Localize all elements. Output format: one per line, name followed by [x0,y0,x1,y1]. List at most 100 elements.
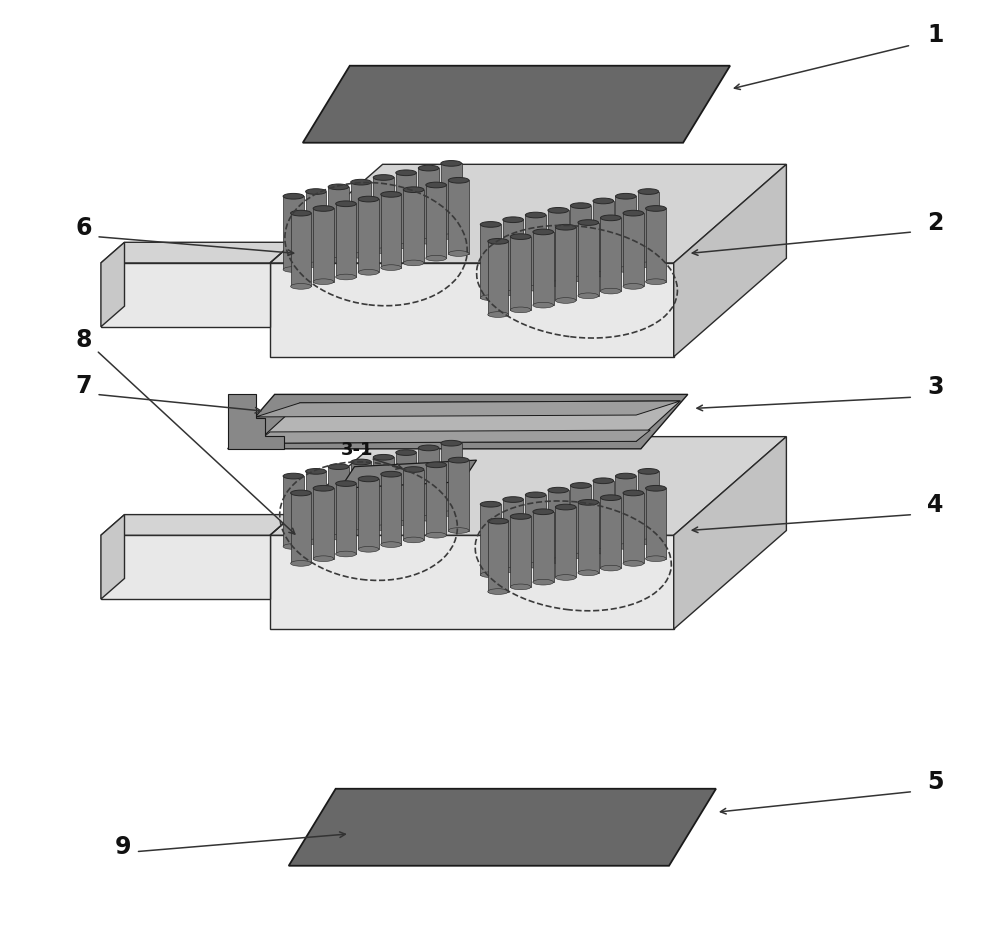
Ellipse shape [306,262,326,268]
Ellipse shape [578,500,599,505]
Ellipse shape [548,558,569,563]
Ellipse shape [525,212,546,218]
Ellipse shape [441,511,462,516]
Ellipse shape [448,457,469,463]
Ellipse shape [638,262,659,268]
Polygon shape [101,242,125,327]
Ellipse shape [306,189,326,194]
Polygon shape [256,401,680,443]
Polygon shape [228,394,688,449]
Polygon shape [283,476,304,546]
Ellipse shape [593,198,614,204]
Ellipse shape [555,224,576,230]
Polygon shape [270,242,294,263]
Ellipse shape [313,206,334,211]
Polygon shape [480,504,501,575]
Ellipse shape [358,269,379,275]
Ellipse shape [646,279,666,285]
Polygon shape [441,443,462,514]
Polygon shape [623,213,644,286]
Ellipse shape [328,184,349,190]
Ellipse shape [336,201,356,207]
Ellipse shape [623,490,644,496]
Polygon shape [426,465,446,535]
Ellipse shape [426,462,446,468]
Polygon shape [403,190,424,263]
Ellipse shape [381,192,401,197]
Polygon shape [289,789,716,866]
Ellipse shape [283,473,304,479]
Text: 5: 5 [927,770,944,793]
Ellipse shape [615,267,636,272]
Polygon shape [270,164,786,263]
Polygon shape [351,182,371,255]
Polygon shape [593,481,614,551]
Polygon shape [270,263,674,357]
Ellipse shape [381,471,401,477]
Ellipse shape [396,170,416,176]
Ellipse shape [291,284,311,289]
Ellipse shape [381,542,401,547]
Polygon shape [488,241,508,315]
Polygon shape [525,215,546,288]
Polygon shape [336,204,356,277]
Ellipse shape [638,469,659,474]
Ellipse shape [336,551,356,557]
Polygon shape [600,218,621,291]
Polygon shape [600,498,621,568]
Polygon shape [646,488,666,559]
Polygon shape [533,232,554,305]
Polygon shape [381,194,401,268]
Polygon shape [441,163,462,237]
Ellipse shape [533,579,554,585]
Polygon shape [510,516,531,587]
Text: 8: 8 [76,329,92,352]
Ellipse shape [403,260,424,266]
Polygon shape [548,210,569,284]
Ellipse shape [533,302,554,308]
Polygon shape [303,66,730,143]
Polygon shape [328,467,349,537]
Ellipse shape [373,175,394,180]
Ellipse shape [396,243,416,249]
Ellipse shape [600,288,621,294]
Polygon shape [593,201,614,274]
Polygon shape [373,177,394,251]
Polygon shape [623,493,644,563]
Ellipse shape [503,217,523,223]
Ellipse shape [336,274,356,280]
Ellipse shape [441,161,462,166]
Polygon shape [101,535,270,599]
Polygon shape [578,502,599,573]
Polygon shape [358,199,379,272]
Ellipse shape [448,177,469,183]
Polygon shape [674,437,786,629]
Ellipse shape [381,265,401,270]
Polygon shape [503,220,523,293]
Ellipse shape [306,539,326,545]
Ellipse shape [351,459,371,465]
Polygon shape [270,437,786,535]
Polygon shape [403,470,424,540]
Polygon shape [578,223,599,296]
Polygon shape [270,515,294,535]
Polygon shape [615,196,636,269]
Ellipse shape [351,253,371,258]
Ellipse shape [328,257,349,263]
Ellipse shape [548,208,569,213]
Polygon shape [448,180,469,254]
Text: 4: 4 [927,493,944,516]
Ellipse shape [373,525,394,531]
Ellipse shape [533,229,554,235]
Ellipse shape [555,575,576,580]
Polygon shape [646,208,666,282]
Polygon shape [291,213,311,286]
Ellipse shape [448,528,469,533]
Ellipse shape [570,203,591,208]
Ellipse shape [306,469,326,474]
Ellipse shape [555,504,576,510]
Ellipse shape [351,179,371,185]
Ellipse shape [441,440,462,446]
Ellipse shape [313,556,334,562]
Ellipse shape [426,255,446,261]
